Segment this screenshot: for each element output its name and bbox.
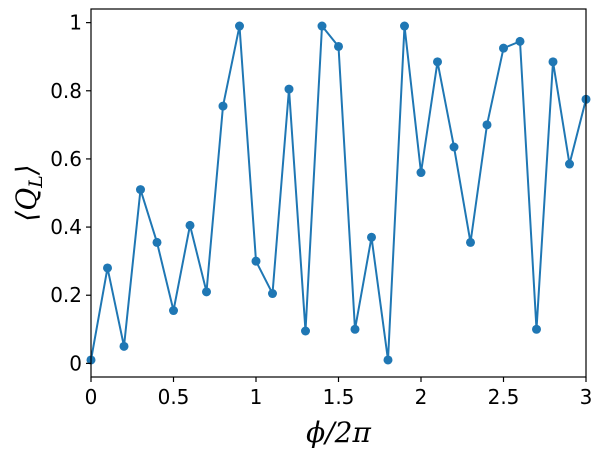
data-point bbox=[350, 324, 360, 334]
data-point bbox=[136, 185, 145, 195]
data-point bbox=[284, 84, 294, 94]
data-point bbox=[235, 21, 244, 31]
data-point bbox=[515, 36, 525, 46]
x-tick-label: 3 bbox=[580, 385, 593, 409]
data-point bbox=[532, 324, 541, 334]
data-point bbox=[383, 355, 393, 365]
data-point bbox=[449, 142, 459, 152]
data-point bbox=[416, 168, 426, 178]
plot-area bbox=[86, 8, 591, 378]
y-axis-label: ⟨QL⟩ bbox=[10, 164, 47, 221]
data-point bbox=[548, 57, 558, 67]
data-point bbox=[367, 232, 376, 242]
data-point bbox=[466, 237, 475, 247]
x-tick-label: 1 bbox=[250, 385, 263, 409]
data-point bbox=[482, 120, 492, 130]
x-tick-label: 0.5 bbox=[158, 385, 190, 409]
data-point bbox=[185, 220, 195, 230]
x-axis: 0 0.5 1 1.5 2 2.5 3 bbox=[85, 377, 593, 409]
data-point bbox=[565, 159, 574, 169]
x-tick-label: 2.5 bbox=[488, 385, 520, 409]
data-point bbox=[251, 256, 261, 266]
data-point bbox=[268, 289, 277, 299]
y-tick-label: 0 bbox=[69, 351, 82, 375]
data-point bbox=[218, 101, 228, 111]
data-point bbox=[334, 41, 343, 51]
data-point bbox=[317, 21, 327, 31]
data-point bbox=[499, 43, 508, 53]
y-tick-label: 0.6 bbox=[50, 147, 82, 171]
data-point bbox=[169, 306, 178, 316]
data-point bbox=[119, 341, 129, 351]
x-tick-label: 2 bbox=[415, 385, 428, 409]
data-point bbox=[301, 326, 310, 336]
data-point bbox=[202, 287, 211, 297]
x-axis-label: ϕ/2π bbox=[306, 416, 371, 449]
data-point bbox=[400, 21, 409, 31]
data-point bbox=[433, 57, 442, 67]
y-tick-label: 1 bbox=[69, 11, 82, 35]
data-point bbox=[152, 237, 162, 247]
x-tick-label: 1.5 bbox=[323, 385, 355, 409]
y-axis: 0 0.2 0.4 0.6 0.8 1 bbox=[50, 11, 91, 375]
y-tick-label: 0.8 bbox=[50, 79, 82, 103]
y-tick-label: 0.2 bbox=[50, 283, 82, 307]
y-tick-label: 0.4 bbox=[50, 215, 82, 239]
x-tick-label: 0 bbox=[85, 385, 98, 409]
data-point bbox=[103, 263, 112, 273]
